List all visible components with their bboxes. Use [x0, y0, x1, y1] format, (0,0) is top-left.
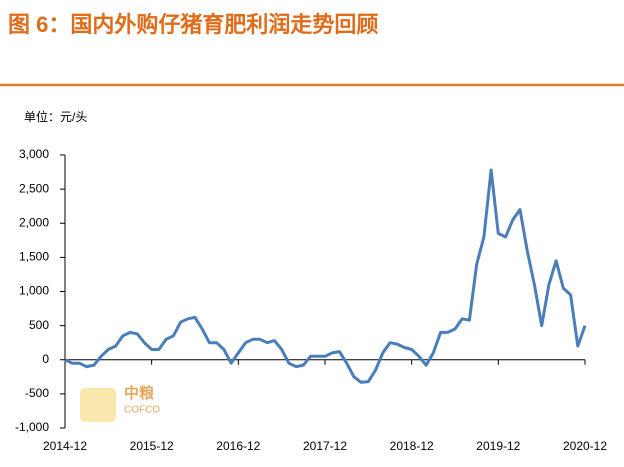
x-tick-label: 2015-12: [130, 439, 174, 453]
x-tick-label: 2014-12: [43, 439, 87, 453]
axis-unit: 单位：元/头: [24, 109, 87, 124]
y-tick-label: -1,000: [15, 420, 49, 434]
x-tick-label: 2020-12: [563, 439, 607, 453]
y-tick-label: 2,500: [19, 181, 49, 195]
logo-text-en: COFCO: [124, 405, 160, 416]
x-tick-label: 2019-12: [476, 439, 520, 453]
chart-title: 图 6：国内外购仔猪育肥利润走势回顾: [8, 12, 378, 37]
y-tick-label: 500: [29, 318, 49, 332]
logo-text: 中粮: [124, 384, 155, 402]
y-tick-label: -500: [25, 386, 49, 400]
y-tick-label: 3,000: [19, 147, 49, 161]
y-tick-label: 1,000: [19, 284, 49, 298]
line-series: [64, 168, 587, 384]
logo-icon: [80, 388, 116, 422]
x-tick-label: 2018-12: [390, 439, 434, 453]
x-tick-label: 2017-12: [303, 439, 347, 453]
y-tick-label: 1,500: [19, 250, 49, 264]
y-tick-label: 2,000: [19, 215, 49, 229]
x-tick-label: 2016-12: [216, 439, 260, 453]
y-tick-label: 0: [42, 352, 49, 366]
